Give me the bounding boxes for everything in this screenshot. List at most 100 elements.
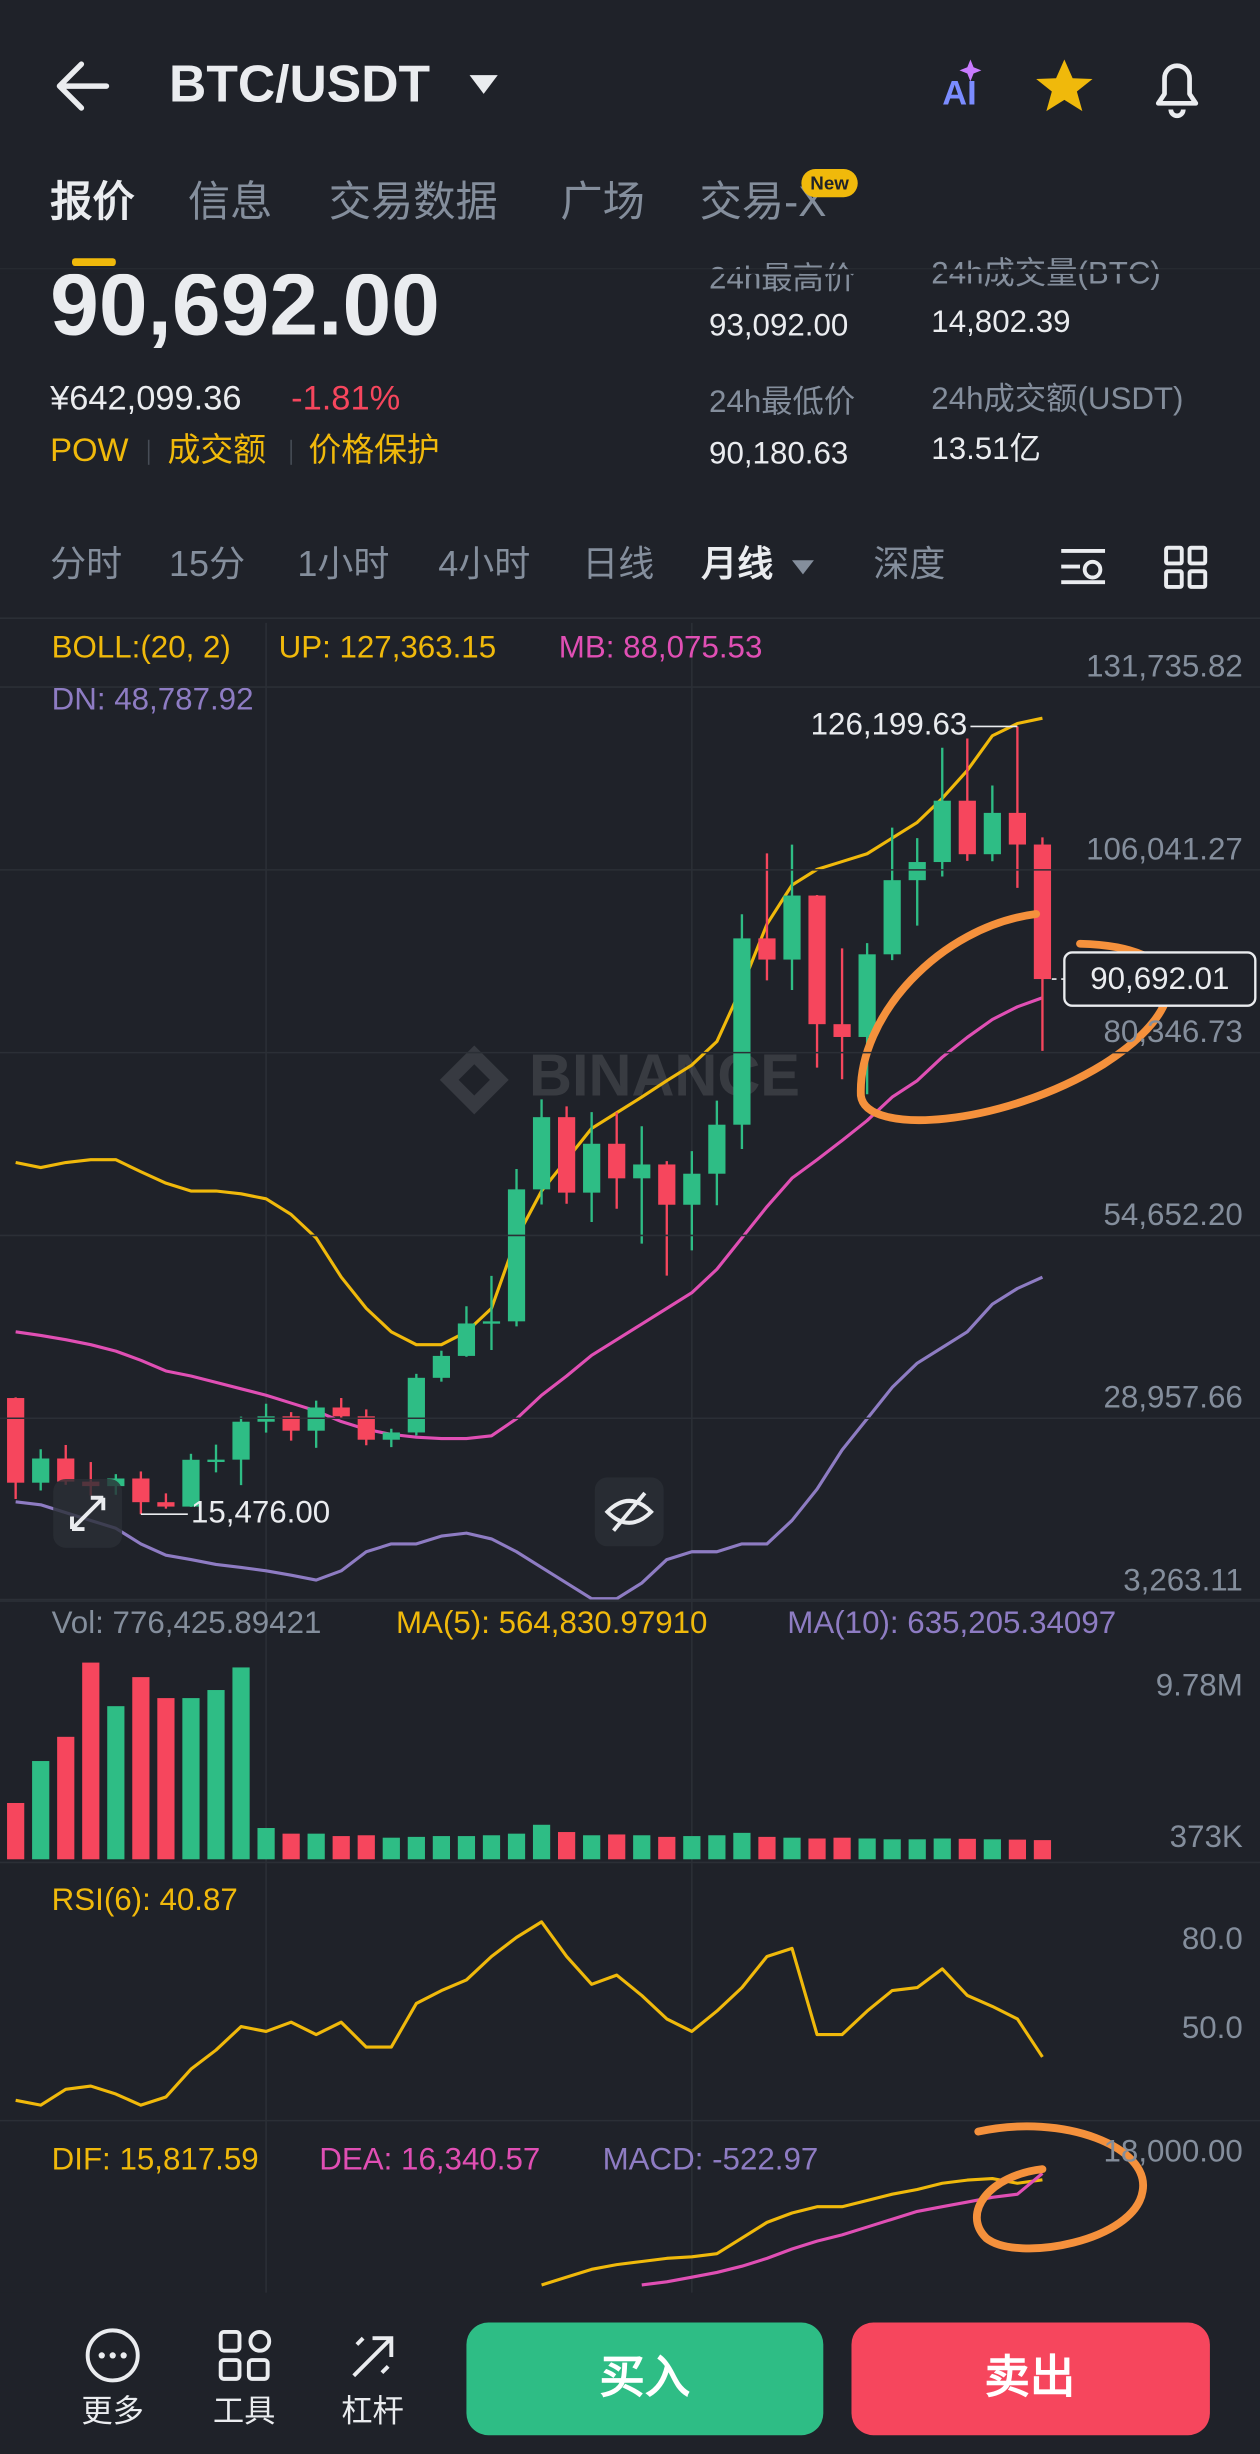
buy-label[interactable]: 买入 — [599, 2351, 690, 2402]
candle-body — [958, 800, 976, 855]
volume-bar — [457, 1836, 476, 1860]
tools-icon[interactable] — [218, 2329, 272, 2381]
stat-label: 24h最高价 — [709, 260, 855, 295]
high-label: 126,199.63 — [811, 707, 968, 742]
vol-tick-label: 373K — [1170, 1819, 1243, 1854]
buy-button[interactable] — [466, 2322, 824, 2436]
layout-button[interactable] — [1164, 545, 1208, 589]
ai-button[interactable]: AI — [942, 75, 976, 113]
candle-body — [307, 1407, 325, 1431]
pair-dropdown[interactable] — [469, 75, 498, 94]
watermark: BINANCE — [529, 1042, 800, 1109]
candle-body — [182, 1459, 200, 1507]
volume-bar — [207, 1690, 225, 1860]
candle-body — [282, 1416, 300, 1431]
favorite-star[interactable] — [1036, 59, 1093, 112]
scroll-mask — [0, 269, 1260, 274]
price-change: -1.81% — [291, 380, 400, 418]
leverage-icon[interactable] — [352, 2336, 394, 2378]
volume-bar — [758, 1836, 776, 1860]
boll-mb-line — [15, 996, 1043, 1441]
macd-tick-label: 18,000.00 — [1104, 2133, 1243, 2168]
back-button[interactable] — [56, 61, 110, 111]
tag[interactable]: 价格保护 — [308, 431, 439, 468]
sell-label[interactable]: 卖出 — [985, 2351, 1076, 2402]
tab[interactable]: 报价 — [50, 178, 135, 225]
volume-bar — [1008, 1839, 1026, 1860]
volume-bar — [382, 1837, 400, 1860]
interval[interactable]: 15分 — [169, 543, 245, 584]
footer-label[interactable]: 工具 — [213, 2394, 276, 2429]
tag[interactable]: 成交额 — [167, 431, 266, 468]
tab[interactable]: 交易数据 — [329, 178, 498, 225]
tab[interactable]: 广场 — [560, 178, 645, 225]
volume-bar — [908, 1839, 926, 1860]
interval[interactable]: 日线 — [582, 543, 654, 584]
vol-ma10: MA(10): 635,205.34097 — [787, 1605, 1116, 1640]
interval-active[interactable]: 月线 — [701, 543, 773, 584]
candle-body — [207, 1459, 225, 1462]
candle-body — [833, 1024, 851, 1037]
candle-body — [457, 1323, 476, 1356]
y-tick-label: 3,263.11 — [1123, 1563, 1243, 1598]
kline-layer — [7, 716, 1052, 1600]
interval[interactable]: 深度 — [873, 543, 945, 584]
rsi-tick-label: 80.0 — [1182, 1921, 1243, 1956]
volume-bar — [883, 1839, 901, 1860]
volume-bar — [257, 1828, 275, 1860]
boll-mb: MB: 88,075.53 — [559, 630, 763, 665]
indicator-settings[interactable] — [1061, 548, 1106, 585]
volume-bar — [658, 1836, 676, 1860]
stat-value: 93,092.00 — [709, 307, 848, 342]
cny-price: ¥642,099.36 — [49, 380, 241, 418]
y-tick-label: 131,735.82 — [1086, 649, 1243, 684]
volume-bar — [808, 1838, 826, 1860]
tag[interactable]: POW — [50, 431, 129, 468]
volume-bar — [132, 1677, 150, 1860]
candle-body — [32, 1458, 50, 1483]
candle-body — [708, 1124, 726, 1174]
more-icon[interactable] — [85, 2328, 140, 2383]
volume-bar — [332, 1836, 350, 1860]
candle-body — [758, 938, 776, 960]
volume-bar — [432, 1836, 450, 1860]
candle-body — [7, 1398, 25, 1483]
footer-label[interactable]: 杠杆 — [341, 2394, 404, 2429]
interval[interactable]: 4小时 — [438, 543, 530, 584]
volume-bar — [708, 1835, 726, 1860]
interval-dropdown[interactable] — [792, 560, 814, 575]
notification-bell[interactable] — [1155, 63, 1199, 119]
volume-bar — [507, 1833, 526, 1860]
volume-bar — [357, 1835, 375, 1860]
interval[interactable]: 1小时 — [297, 543, 389, 584]
sell-button[interactable] — [851, 2322, 1210, 2436]
candle-body — [683, 1173, 701, 1205]
y-tick-label: 106,041.27 — [1086, 831, 1243, 866]
more-dot — [98, 2352, 105, 2359]
candle-body — [532, 1117, 551, 1190]
volume-bar — [1033, 1840, 1052, 1860]
volume-bar — [558, 1832, 576, 1860]
footer-label[interactable]: 更多 — [81, 2394, 144, 2429]
stat-value: 90,180.63 — [709, 436, 848, 471]
candle-body — [407, 1377, 425, 1433]
dif-line — [541, 2176, 1043, 2287]
candle-body — [658, 1164, 676, 1205]
new-badge-text: New — [810, 173, 849, 194]
tab[interactable]: 信息 — [188, 178, 273, 225]
macd-legend: MACD: -522.97 — [603, 2142, 819, 2177]
stat-label: 24h成交额(USDT) — [931, 381, 1183, 416]
volume-bar — [482, 1835, 501, 1860]
candle-body — [132, 1478, 150, 1503]
volume-bar — [783, 1837, 801, 1860]
volume-bar — [608, 1834, 626, 1860]
candle-body — [633, 1164, 651, 1179]
candle-body — [357, 1416, 375, 1440]
fullscreen-icon — [70, 1495, 106, 1532]
candle-body — [608, 1143, 626, 1179]
interval[interactable]: 分时 — [50, 543, 122, 584]
pair-title[interactable]: BTC/USDT — [169, 54, 430, 112]
dea-legend: DEA: 16,340.57 — [319, 2142, 540, 2177]
